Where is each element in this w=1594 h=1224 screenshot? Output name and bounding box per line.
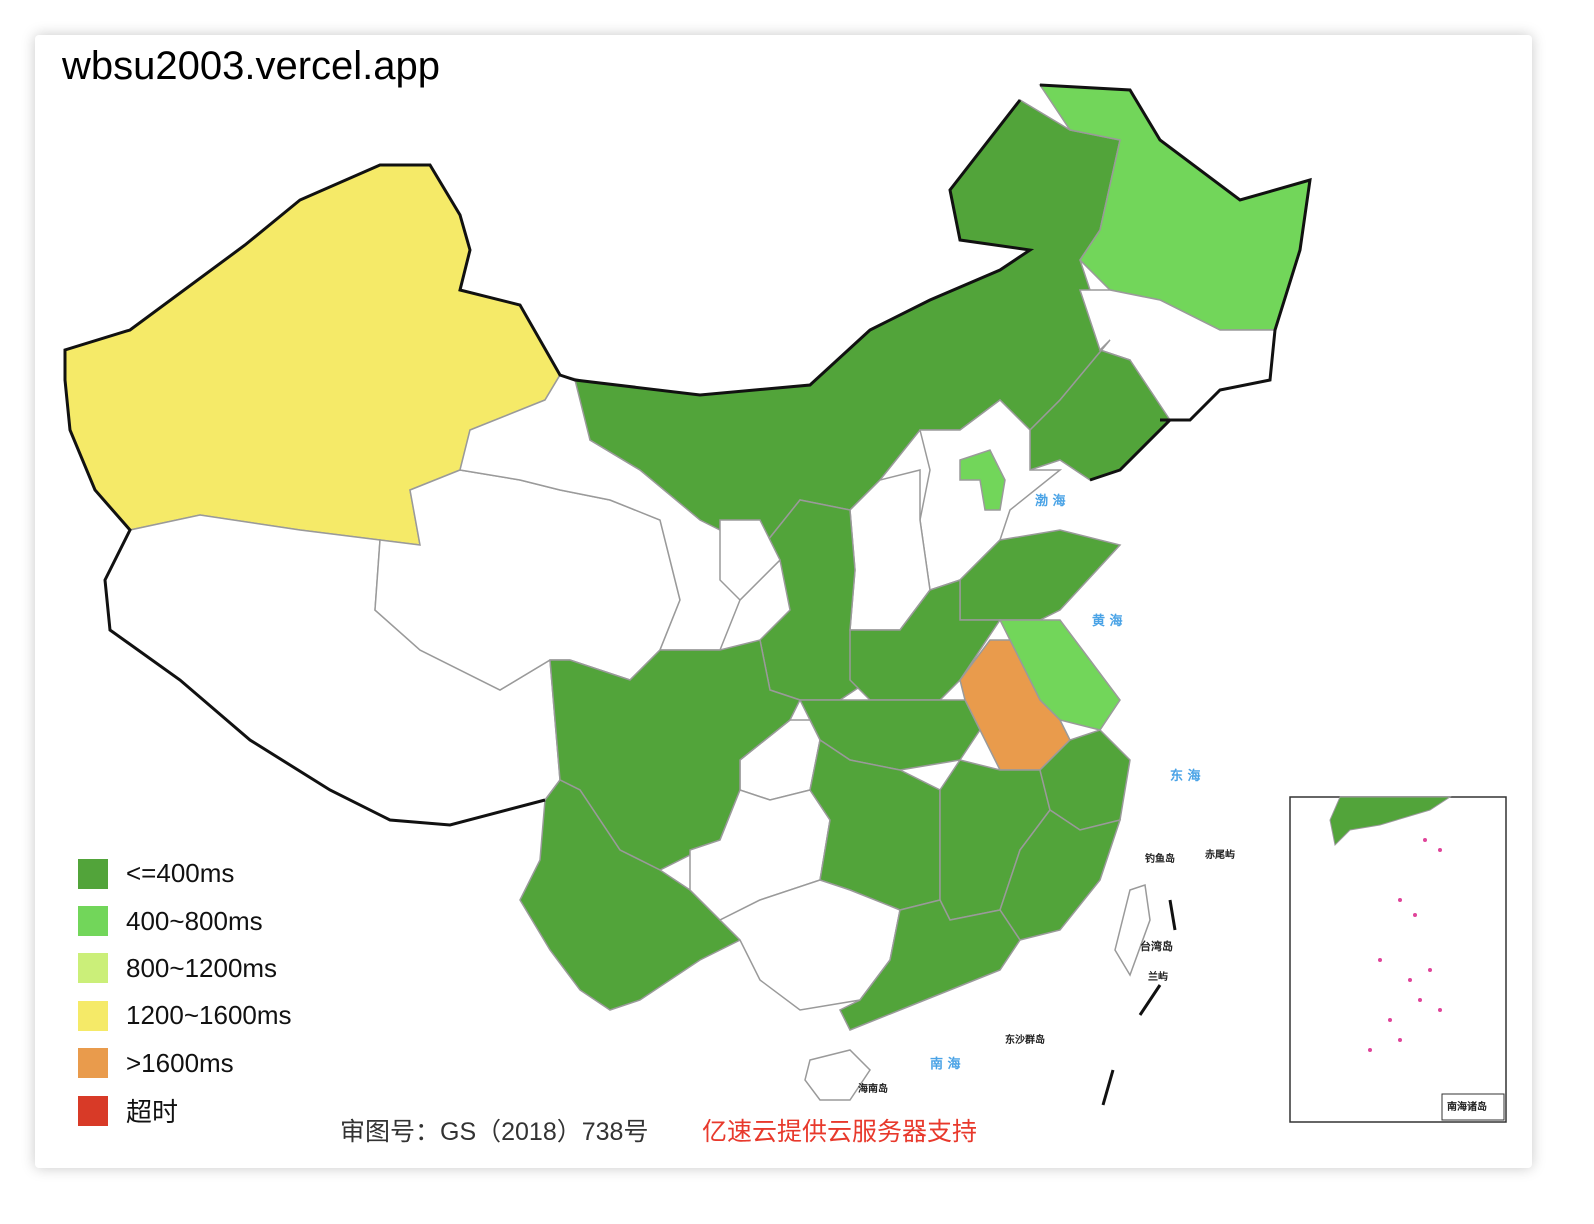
- border-line: [63, 99, 1035, 827]
- region-yunnan[interactable]: [519, 779, 742, 1011]
- legend-swatch: [78, 1095, 108, 1126]
- legend-swatch: [78, 906, 108, 937]
- legend-swatch: [78, 1048, 108, 1079]
- inset-title-box: [1441, 1093, 1505, 1121]
- legend-label: >1600ms: [126, 1047, 234, 1078]
- island-dot: [1408, 978, 1412, 982]
- region-liaoning[interactable]: [1029, 339, 1171, 481]
- boundary-dash: [1101, 1069, 1115, 1106]
- legend-item: 800~1200ms: [78, 945, 292, 992]
- region-fujian[interactable]: [999, 808, 1122, 941]
- region-ningxia[interactable]: [719, 519, 781, 602]
- inset-coastline: [1329, 796, 1452, 847]
- region-guangdong[interactable]: [838, 899, 1021, 1031]
- island-dot: [1398, 1038, 1402, 1042]
- sea-label-huanghai: 黄 海: [1092, 613, 1123, 629]
- island-label-dongsha: 东沙群岛: [1005, 1033, 1045, 1046]
- legend: <=400ms 400~800ms 800~1200ms 1200~1600ms…: [78, 850, 292, 1134]
- legend-swatch: [78, 858, 108, 889]
- legend-label: 1200~1600ms: [126, 1000, 292, 1031]
- legend-item: 400~800ms: [78, 897, 292, 944]
- island-label-lanyu: 兰屿: [1148, 970, 1168, 983]
- legend-label: 800~1200ms: [126, 952, 278, 983]
- island-dot: [1368, 1048, 1372, 1052]
- legend-swatch: [78, 1000, 108, 1031]
- island-dot: [1378, 958, 1382, 962]
- region-beijing[interactable]: [959, 449, 1006, 511]
- boundary-dash: [1168, 899, 1177, 931]
- sponsor-link[interactable]: 亿速云提供云服务器支持: [702, 1118, 978, 1146]
- island-dot: [1388, 1018, 1392, 1022]
- sea-label-nanhai: 南 海: [930, 1056, 961, 1072]
- island-label-diaoyu: 钓鱼岛: [1145, 852, 1175, 865]
- island-dot: [1428, 968, 1432, 972]
- island-label-hainan: 海南岛: [858, 1082, 888, 1095]
- region-taiwan[interactable]: [1114, 884, 1151, 977]
- island-dot: [1438, 848, 1442, 852]
- legend-item: 超时: [78, 1087, 292, 1134]
- island-dot: [1438, 1008, 1442, 1012]
- legend-label: <=400ms: [126, 858, 235, 889]
- island-dot: [1418, 998, 1422, 1002]
- region-hainan[interactable]: [804, 1049, 871, 1101]
- border-line: [1039, 83, 1312, 482]
- legend-item: <=400ms: [78, 850, 292, 897]
- sea-label-donghai: 东 海: [1170, 768, 1201, 784]
- legend-item: 1200~1600ms: [78, 992, 292, 1039]
- island-label-taiwan: 台湾岛: [1140, 939, 1173, 953]
- island-dot: [1413, 913, 1417, 917]
- legend-label: 400~800ms: [126, 905, 263, 936]
- inset-title: 南海诸岛: [1447, 1100, 1487, 1113]
- south-china-sea-inset: [1289, 796, 1507, 1123]
- island-dot: [1398, 898, 1402, 902]
- boundary-dash: [1138, 984, 1162, 1016]
- page-title: wbsu2003.vercel.app: [62, 44, 441, 88]
- legend-swatch: [78, 953, 108, 984]
- map-approval-number: 审图号：GS（2018）738号: [340, 1118, 649, 1146]
- legend-label: 超时: [126, 1097, 179, 1128]
- island-label-chiwei: 赤尾屿: [1205, 848, 1235, 861]
- legend-item: >1600ms: [78, 1040, 292, 1087]
- island-dot: [1423, 838, 1427, 842]
- sea-label-bohai: 渤 海: [1035, 493, 1066, 509]
